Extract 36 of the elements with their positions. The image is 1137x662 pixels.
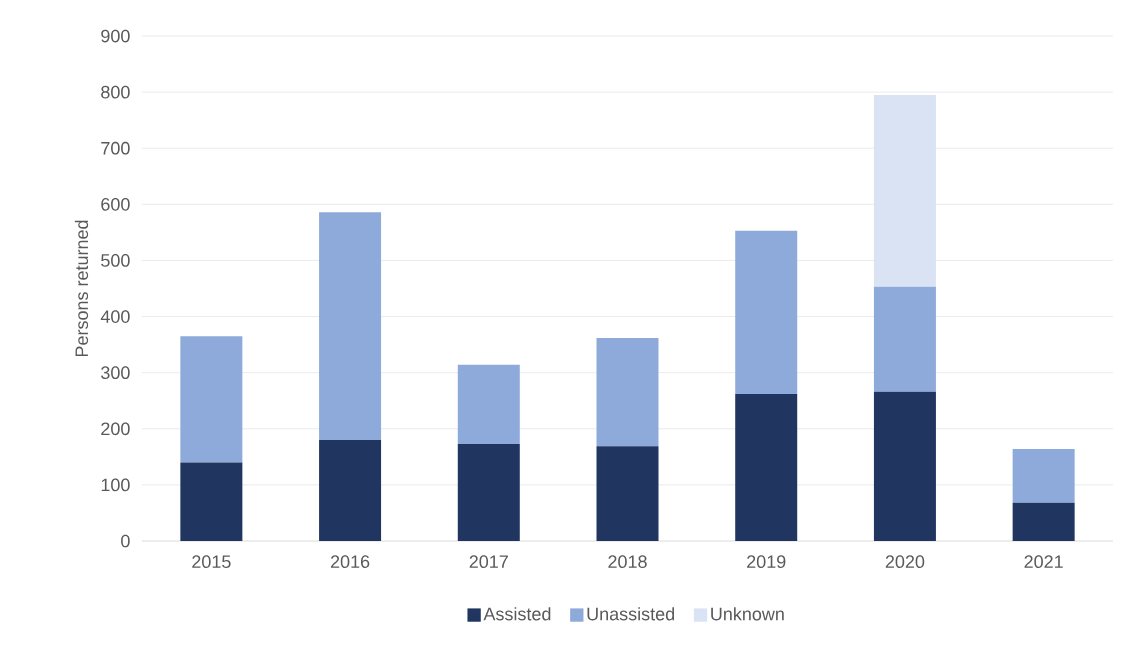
- y-axis-title: Persons returned: [74, 220, 89, 357]
- y-tick-label: 100: [101, 478, 130, 492]
- x-tick-label: 2015: [192, 555, 231, 568]
- bar: [457, 364, 520, 444]
- bar: [1012, 502, 1075, 541]
- bar: [735, 230, 798, 394]
- x-tick-label: 2016: [330, 555, 370, 568]
- bar: [319, 440, 382, 541]
- bar: [457, 443, 520, 541]
- legend-label: Unknown: [711, 607, 784, 621]
- bar: [596, 337, 659, 447]
- bar: [873, 94, 936, 287]
- bar: [319, 212, 382, 440]
- x-tick-label: 2017: [469, 555, 508, 568]
- bar: [180, 462, 243, 541]
- legend-label: Unassisted: [587, 607, 674, 621]
- y-tick-label: 500: [101, 254, 130, 267]
- legend-label: Assisted: [483, 607, 551, 621]
- y-tick-label: 300: [101, 366, 130, 380]
- x-tick-label: 2019: [747, 555, 786, 568]
- bar: [1012, 448, 1075, 503]
- bar: [735, 393, 798, 541]
- x-tick-label: 2020: [885, 555, 925, 568]
- y-tick-label: 0: [121, 534, 130, 548]
- x-tick-label: 2018: [608, 555, 647, 568]
- bar: [873, 286, 936, 392]
- y-tick-label: 400: [100, 310, 130, 323]
- bar: [180, 336, 243, 463]
- y-tick-label: 900: [101, 29, 130, 43]
- y-tick-label: 800: [101, 85, 130, 99]
- x-tick-label: 2021: [1024, 555, 1063, 568]
- bar: [873, 391, 936, 541]
- y-tick-label: 200: [101, 422, 130, 436]
- y-tick-label: 600: [101, 197, 130, 211]
- y-tick-label: 700: [101, 141, 130, 155]
- bar: [596, 446, 659, 541]
